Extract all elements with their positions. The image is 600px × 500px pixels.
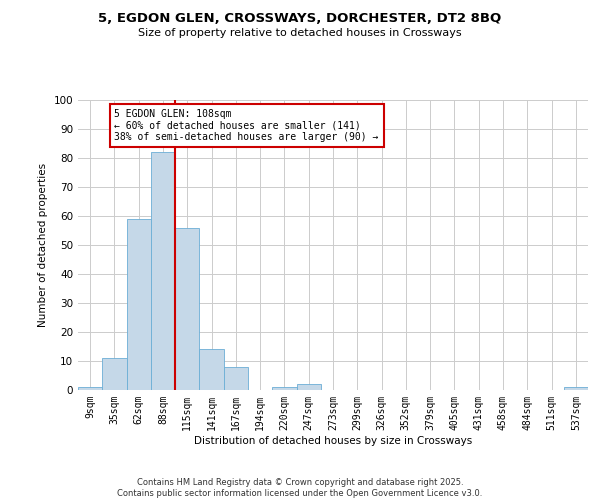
Bar — [78, 387, 102, 390]
Bar — [151, 152, 175, 390]
Text: 5, EGDON GLEN, CROSSWAYS, DORCHESTER, DT2 8BQ: 5, EGDON GLEN, CROSSWAYS, DORCHESTER, DT… — [98, 12, 502, 26]
Bar — [102, 358, 127, 390]
Bar — [224, 367, 248, 390]
Text: Size of property relative to detached houses in Crossways: Size of property relative to detached ho… — [138, 28, 462, 38]
Bar — [564, 387, 588, 390]
Bar — [272, 387, 296, 390]
Bar — [127, 219, 151, 390]
Y-axis label: Number of detached properties: Number of detached properties — [38, 163, 48, 327]
X-axis label: Distribution of detached houses by size in Crossways: Distribution of detached houses by size … — [194, 436, 472, 446]
Bar — [199, 350, 224, 390]
Text: Contains HM Land Registry data © Crown copyright and database right 2025.
Contai: Contains HM Land Registry data © Crown c… — [118, 478, 482, 498]
Bar — [175, 228, 199, 390]
Bar — [296, 384, 321, 390]
Text: 5 EGDON GLEN: 108sqm
← 60% of detached houses are smaller (141)
38% of semi-deta: 5 EGDON GLEN: 108sqm ← 60% of detached h… — [115, 108, 379, 142]
